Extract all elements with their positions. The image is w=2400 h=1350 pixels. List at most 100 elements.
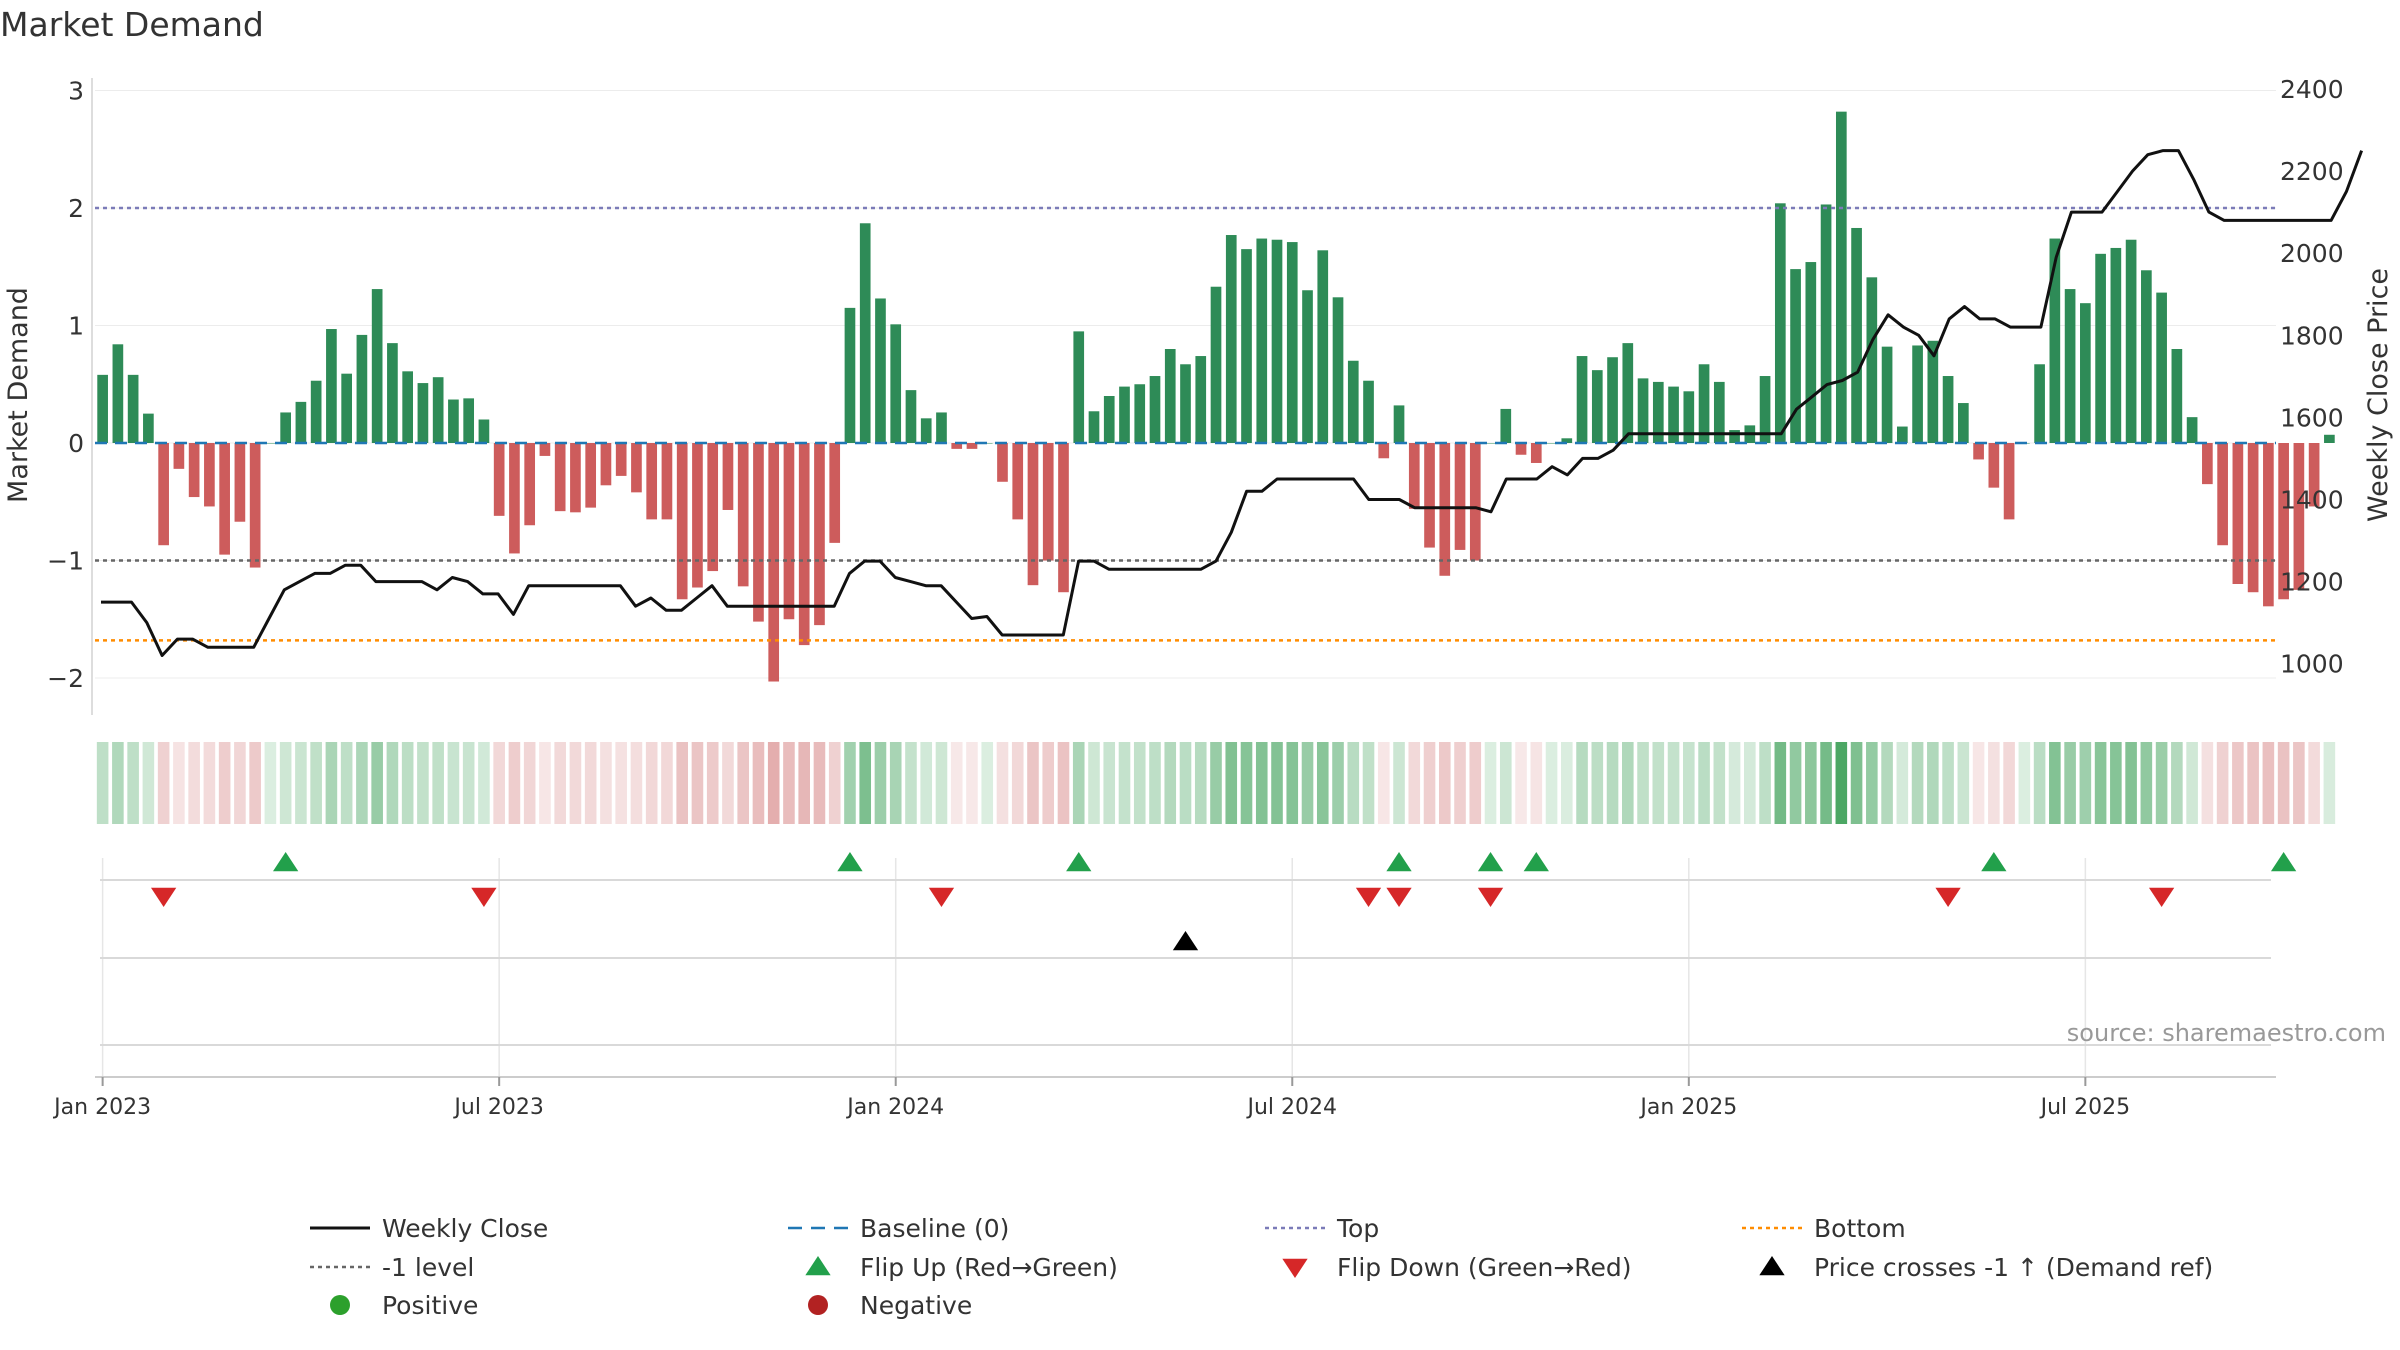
legend-swatch-dot <box>330 1295 350 1315</box>
demand-bar <box>1546 443 1557 444</box>
y-tick-label: −1 <box>47 547 84 576</box>
heat-cell <box>432 742 444 824</box>
flip-up-marker <box>2270 852 2297 872</box>
heat-cell <box>1774 742 1787 824</box>
heat-cell <box>2033 742 2046 824</box>
demand-bar <box>1774 203 1786 443</box>
demand-bar <box>1896 426 1908 443</box>
demand-bar <box>1912 345 1923 443</box>
demand-bar <box>2247 443 2259 593</box>
heat-cell <box>1728 742 1741 824</box>
demand-bar <box>1607 357 1618 443</box>
heat-cell <box>234 742 246 824</box>
heat-cell <box>127 742 139 824</box>
event-markers <box>150 852 2297 951</box>
demand-bar <box>570 443 581 513</box>
heat-cell <box>2232 742 2244 824</box>
heat-cell <box>386 742 399 824</box>
demand-bar <box>1561 438 1573 443</box>
demand-bar <box>2080 303 2091 443</box>
demand-bar <box>1576 356 1588 443</box>
demand-bar <box>875 298 886 443</box>
demand-bar <box>2171 349 2183 443</box>
heat-cell <box>1179 742 1192 824</box>
x-tick-label: Jan 2025 <box>1638 1095 1737 1120</box>
demand-bar <box>2293 443 2305 590</box>
demand-bar <box>661 443 673 520</box>
chart-title: Market Demand <box>0 5 264 44</box>
heat-cell <box>2049 742 2061 824</box>
demand-bar <box>448 399 459 443</box>
heat-cell <box>874 742 887 824</box>
legend: Weekly Close Baseline (0) Top Bottom -1 leve… <box>310 1214 2213 1320</box>
flip-down-marker <box>471 887 497 907</box>
demand-bars <box>97 111 2335 682</box>
flip-up-marker <box>1981 852 2007 872</box>
demand-bar <box>1851 227 1862 443</box>
demand-bar <box>1820 204 1832 443</box>
demand-bar <box>432 377 444 443</box>
heat-cell <box>1072 742 1085 824</box>
x-tick-label: Jul 2023 <box>452 1095 544 1120</box>
demand-bar <box>753 443 764 622</box>
heat-cell <box>1423 742 1436 824</box>
demand-bar <box>1469 443 1481 561</box>
heat-cell <box>1454 742 1466 824</box>
heat-cell <box>1499 742 1512 824</box>
demand-bar <box>554 443 566 512</box>
heat-cell <box>493 742 505 824</box>
demand-bar <box>829 443 841 543</box>
demand-bar <box>631 443 642 493</box>
heat-cell <box>1240 742 1253 824</box>
demand-bar <box>951 443 963 449</box>
heat-cell <box>1011 742 1024 824</box>
demand-bar <box>1942 376 1954 443</box>
demand-bar <box>1698 364 1710 443</box>
heat-cell <box>1759 742 1771 824</box>
heat-cell <box>706 742 719 824</box>
heat-cell <box>1667 742 1680 824</box>
heat-cell <box>1606 742 1619 824</box>
demand-bar <box>1195 356 1207 443</box>
demand-bar <box>371 289 383 443</box>
flip-down-marker <box>1935 887 1961 907</box>
y2-tick-label: 1000 <box>2280 650 2344 679</box>
demand-bar <box>1515 443 1527 455</box>
demand-bar <box>1668 386 1679 443</box>
heat-cell <box>1835 742 1848 824</box>
heat-cell <box>920 742 933 824</box>
heat-cell <box>1744 742 1756 824</box>
heat-cell <box>2140 742 2153 824</box>
demand-bar <box>524 443 536 526</box>
source-credit: source: sharemaestro.com <box>2067 1019 2386 1047</box>
heat-cell <box>1469 742 1482 824</box>
heat-cell <box>1088 742 1100 824</box>
heat-cell <box>1560 742 1573 824</box>
legend-item: Positive <box>330 1291 478 1320</box>
demand-bar <box>509 443 520 554</box>
demand-bar <box>1927 340 1939 443</box>
demand-bar <box>2064 289 2076 443</box>
demand-bar <box>1149 376 1161 443</box>
heat-cell <box>1698 742 1710 824</box>
demand-bar <box>1363 380 1374 443</box>
legend-item: Price crosses -1 ↑ (Demand ref) <box>1759 1253 2213 1282</box>
heat-cell <box>767 742 780 824</box>
heat-cell <box>1408 742 1421 824</box>
flip-down-marker <box>2148 887 2175 907</box>
demand-bar <box>1317 250 1329 443</box>
y2-tick-label: 1400 <box>2280 486 2344 515</box>
demand-bar <box>1225 235 1237 443</box>
flip-up-marker <box>1477 852 1504 872</box>
heat-cell <box>630 742 643 824</box>
heat-cell <box>1362 742 1375 824</box>
heat-cell <box>2018 742 2031 824</box>
y-tick-label: −2 <box>47 664 84 693</box>
heat-cell <box>569 742 582 824</box>
heat-cell <box>157 742 170 824</box>
legend-label: Top <box>1336 1214 1379 1243</box>
demand-bar <box>1073 331 1085 443</box>
legend-item: Negative <box>808 1291 972 1320</box>
heat-cell <box>1225 742 1238 824</box>
heat-cell <box>950 742 963 824</box>
